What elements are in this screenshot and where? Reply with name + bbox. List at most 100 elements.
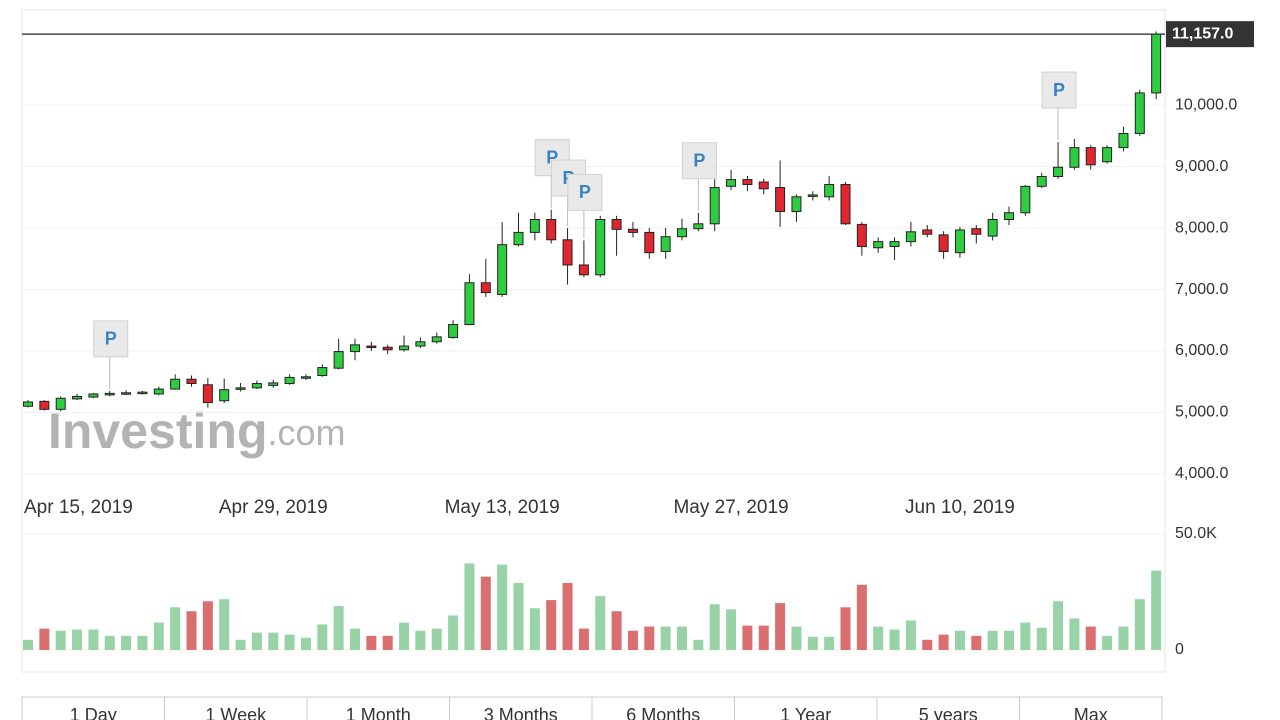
volume-bar: [856, 584, 867, 650]
candle-body: [660, 236, 671, 252]
y-tick-label: 4,000.0: [1175, 465, 1228, 482]
candle-body: [137, 391, 148, 395]
candle-body: [1036, 175, 1047, 187]
candle-body: [938, 234, 949, 252]
candle-body: [1020, 185, 1031, 214]
candle-body: [268, 382, 279, 386]
candle-body: [464, 282, 475, 326]
candle-body: [350, 344, 360, 353]
candle-body: [889, 241, 900, 248]
volume-bar: [1004, 630, 1014, 650]
volume-bar: [677, 626, 687, 650]
volume-bar: [300, 637, 311, 650]
volume-bar: [644, 626, 655, 650]
volume-bar: [840, 607, 851, 650]
candle-body: [513, 231, 524, 246]
volume-bar: [660, 626, 671, 650]
candle-body: [1004, 212, 1014, 221]
candle-body: [905, 231, 916, 243]
volume-bar: [578, 628, 589, 650]
range-button-label[interactable]: Max: [1074, 705, 1108, 720]
candle-body: [284, 376, 295, 385]
range-button-label[interactable]: 1 Year: [780, 705, 831, 720]
volume-bar: [72, 629, 83, 650]
candle-body: [497, 244, 508, 295]
range-button-label[interactable]: 5 years: [919, 705, 978, 720]
volume-bar: [1053, 601, 1064, 650]
volume-bar: [938, 634, 949, 650]
flag-label: P: [1053, 80, 1065, 100]
volume-bar: [153, 622, 164, 650]
candle-body: [742, 179, 753, 185]
candle-body: [1118, 132, 1129, 149]
range-button-label[interactable]: 3 Months: [484, 705, 558, 720]
candle-body: [611, 219, 622, 230]
candle-body: [529, 219, 540, 233]
candle-body: [170, 378, 181, 390]
candle-body: [23, 401, 33, 407]
volume-bar: [448, 615, 459, 650]
range-button-label[interactable]: 1 Week: [205, 705, 267, 720]
volume-bar: [366, 635, 377, 650]
volume-bar: [758, 625, 769, 650]
volume-bar: [497, 564, 508, 650]
volume-bar: [1118, 626, 1129, 650]
y-tick-label: 9,000.0: [1175, 158, 1228, 175]
candle-body: [399, 345, 410, 351]
y-tick-label: 50.0K: [1175, 525, 1217, 542]
candle-body: [202, 384, 213, 404]
last-price-box: [1166, 21, 1254, 48]
candle-body: [824, 183, 835, 198]
candle-body: [1069, 147, 1080, 168]
volume-bar: [627, 630, 638, 650]
volume-bar: [775, 603, 786, 650]
volume-bar: [268, 632, 279, 650]
volume-bar: [235, 639, 246, 650]
candle-body: [840, 183, 851, 225]
candle-body: [971, 228, 982, 235]
candle-body: [856, 223, 867, 248]
flag-box: [681, 142, 717, 180]
candle-body: [595, 219, 606, 276]
volume-bar: [480, 576, 491, 650]
volume-bar: [905, 620, 916, 650]
volume-bar: [137, 635, 148, 650]
range-button-label[interactable]: 1 Day: [70, 705, 117, 720]
volume-bar: [382, 635, 393, 650]
last-price-label: 11,157.0: [1172, 25, 1234, 42]
candle-body: [578, 264, 589, 276]
volume-bar: [333, 606, 344, 650]
range-button-label[interactable]: 1 Month: [346, 705, 411, 720]
volume-bar: [88, 629, 99, 650]
range-button-label[interactable]: 6 Months: [626, 705, 700, 720]
flag-label: P: [579, 182, 591, 202]
candle-body: [546, 219, 557, 241]
volume-bar: [595, 596, 606, 650]
volume-bar: [399, 622, 410, 650]
candle-body: [317, 367, 328, 377]
candle-body: [72, 395, 83, 400]
volume-bar: [121, 635, 132, 650]
candle-body: [121, 392, 132, 395]
y-tick-label: 5,000.0: [1175, 404, 1228, 421]
candle-body: [1102, 147, 1113, 163]
volume-bar: [1085, 626, 1096, 650]
volume-bar: [562, 582, 573, 650]
y-tick-label: 7,000.0: [1175, 281, 1228, 298]
candle-body: [693, 223, 704, 230]
x-tick-label: Apr 15, 2019: [24, 497, 133, 518]
volume-bar: [954, 630, 965, 650]
candle-body: [873, 241, 884, 249]
volume-bar: [791, 626, 802, 650]
volume-bar: [350, 628, 360, 650]
flag-box: [93, 320, 129, 358]
volume-bar: [1069, 618, 1080, 650]
candle-body: [235, 387, 246, 390]
y-tick-label: 10,000.0: [1175, 96, 1237, 113]
candle-body: [677, 228, 687, 238]
flag-box: [567, 173, 603, 211]
flag-label: P: [105, 329, 117, 349]
x-tick-label: Apr 29, 2019: [219, 497, 328, 518]
volume-bar: [709, 604, 720, 650]
range-button[interactable]: [1019, 696, 1163, 720]
